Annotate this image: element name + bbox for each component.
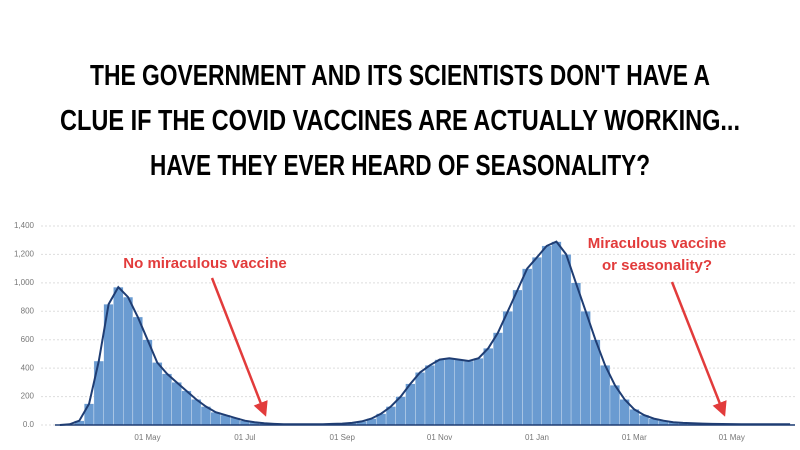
x-tick-label: 01 May (719, 433, 745, 442)
bar (483, 348, 494, 426)
title-line: CLUE IF THE COVID VACCINES ARE ACTUALLY … (60, 105, 740, 137)
bar (113, 286, 124, 426)
bar (502, 311, 513, 426)
bar (191, 399, 202, 426)
bar (152, 362, 163, 426)
y-tick-label: 1,200 (14, 250, 35, 259)
title-line: HAVE THEY EVER HEARD OF SEASONALITY? (150, 150, 650, 182)
y-tick-label: 200 (21, 392, 35, 401)
bar (171, 382, 182, 426)
bar (444, 358, 455, 426)
y-tick-label: 0.0 (23, 420, 35, 429)
bar (142, 339, 153, 426)
x-tick-label: 01 May (134, 433, 160, 442)
x-tick-label: 01 Jul (234, 433, 256, 442)
bar (424, 365, 435, 426)
bar (161, 373, 172, 426)
bar (123, 296, 134, 426)
bar (551, 241, 562, 426)
bar (580, 311, 591, 426)
x-tick-label: 01 Mar (622, 433, 647, 442)
bar (570, 282, 581, 426)
annotations: No miraculous vaccine Miraculous vaccine… (123, 235, 727, 417)
bar (512, 289, 523, 426)
bar (541, 245, 552, 426)
annotation: Miraculous vaccine (588, 235, 726, 252)
bar (454, 359, 465, 426)
bar (473, 358, 484, 426)
title-line: THE GOVERNMENT AND ITS SCIENTISTS DON'T … (90, 60, 710, 92)
bar (181, 390, 192, 426)
bar (132, 316, 143, 426)
annotation: or seasonality? (602, 257, 712, 274)
bar (493, 332, 504, 426)
y-tick-label: 1,000 (14, 278, 35, 287)
annotation: No miraculous vaccine (123, 255, 286, 272)
y-tick-label: 800 (21, 306, 35, 315)
arrow (670, 281, 727, 417)
y-tick-label: 600 (21, 335, 35, 344)
arrow (210, 277, 268, 417)
bar (463, 360, 474, 426)
bar (84, 403, 95, 426)
bar (434, 359, 445, 426)
x-tick-label: 01 Nov (427, 433, 452, 442)
bar (590, 339, 601, 426)
y-tick-label: 400 (21, 363, 35, 372)
title: THE GOVERNMENT AND ITS SCIENTISTS DON'T … (60, 60, 740, 182)
bar (531, 257, 542, 426)
y-tick-label: 1,400 (14, 221, 35, 230)
bar (561, 254, 572, 426)
trend-line (59, 240, 791, 426)
x-tick-label: 01 Sep (330, 433, 356, 442)
bar (522, 268, 533, 426)
bar (93, 360, 104, 426)
plot: 0.0 200 400 600 800 1,000 1,200 1,400 01 May 01 J… (14, 221, 796, 442)
bar (415, 372, 426, 426)
x-tick-label: 01 Jan (525, 433, 549, 442)
bar (405, 383, 416, 426)
